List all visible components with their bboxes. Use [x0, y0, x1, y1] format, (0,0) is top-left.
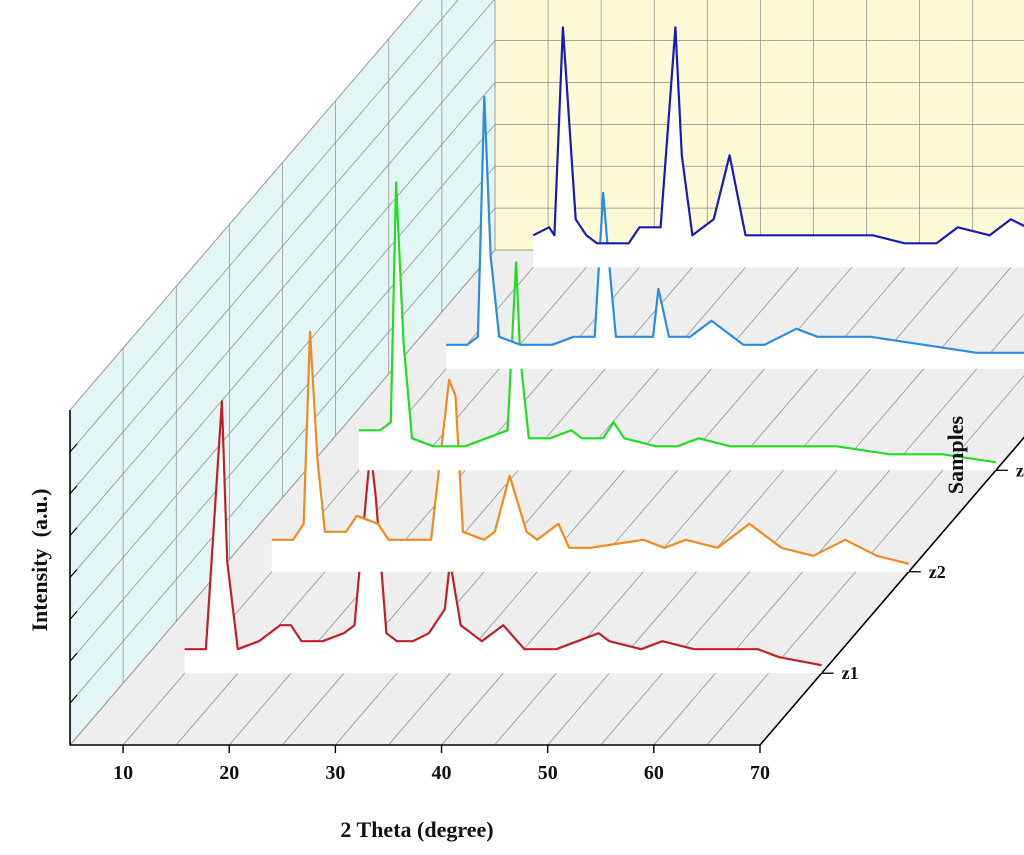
series-line-z2 — [271, 330, 910, 565]
x-tick-label: 60 — [644, 762, 664, 784]
y-tick — [69, 569, 78, 578]
y-tick — [69, 694, 78, 704]
series-fill-z4 — [446, 96, 1024, 369]
x-tick-label: 70 — [750, 762, 770, 784]
x-axis-title: 2 Theta (degree) — [340, 817, 493, 842]
x-tick-label: 20 — [219, 762, 239, 784]
sample-label: z1 — [842, 663, 859, 683]
series-line-z1 — [184, 400, 822, 667]
chart-axes — [69, 410, 1024, 753]
series-line-z3 — [359, 181, 997, 464]
x-tick-label: 40 — [432, 762, 452, 784]
y-tick — [69, 610, 78, 620]
z-axis-title: Samples — [943, 415, 968, 494]
y-tick — [69, 652, 78, 662]
x-tick-label: 30 — [325, 762, 345, 784]
y-tick — [69, 485, 78, 495]
series-fill-z3 — [358, 182, 996, 471]
series-fill-z2 — [271, 331, 909, 572]
series-line-z5 — [532, 26, 1024, 245]
y-tick — [69, 527, 78, 537]
y-axis-title: Intensity (a.u.) — [27, 488, 52, 631]
chart-series — [184, 26, 1024, 674]
y-tick — [69, 443, 78, 453]
x-tick-label: 10 — [113, 762, 133, 784]
sample-label: z3 — [1016, 460, 1024, 480]
sample-label: z2 — [929, 562, 946, 582]
series-line-z4 — [446, 95, 1024, 354]
z-axis-line — [759, 436, 1024, 746]
series-fill-z5 — [533, 27, 1024, 268]
chart-labels: 10203040506070z1z2z3z4z52 Theta (degree)… — [27, 415, 1024, 842]
x-tick-label: 50 — [538, 762, 558, 784]
